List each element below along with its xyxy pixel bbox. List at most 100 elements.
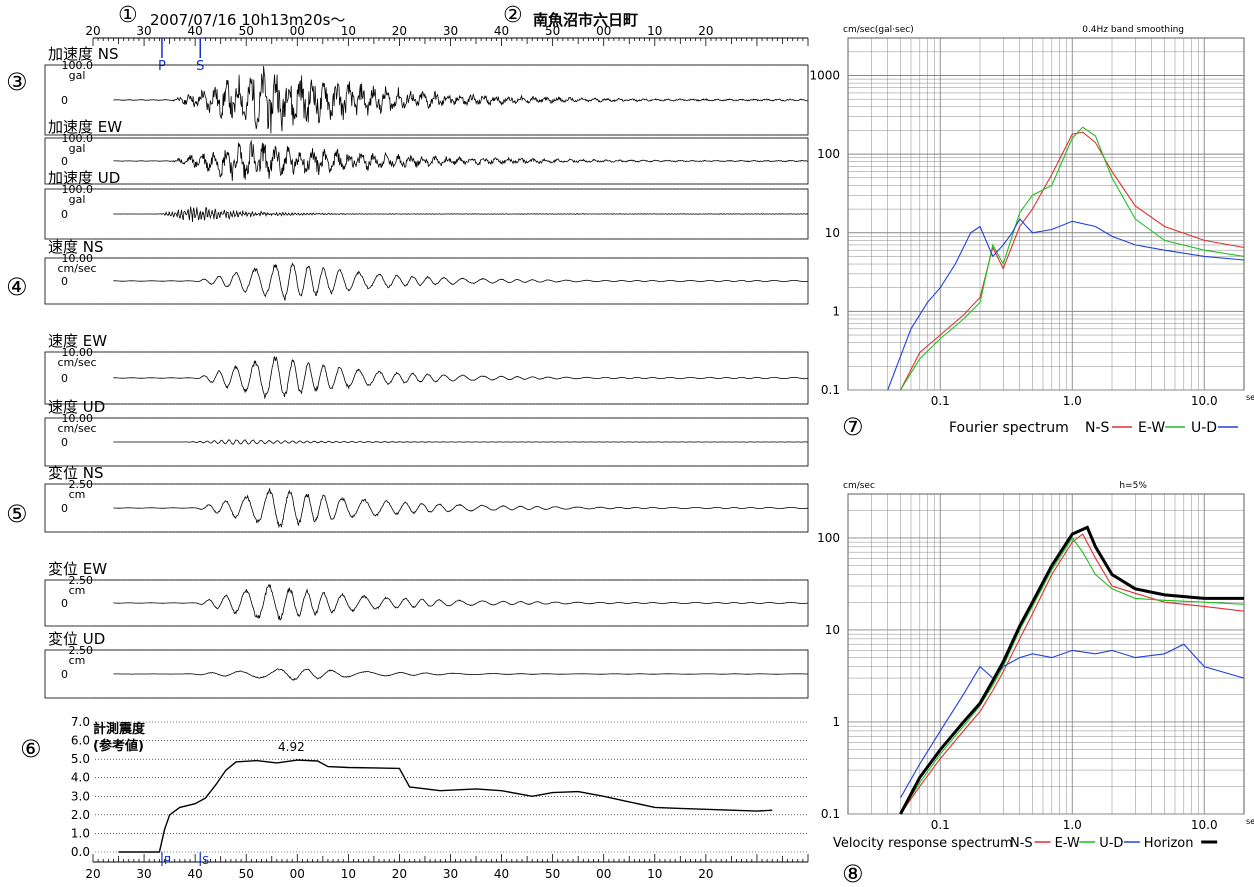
marker-5: ⑤ <box>6 500 28 528</box>
p-arrival-label: P <box>158 59 166 74</box>
bottom-axis-tick-label: 00 <box>290 867 305 881</box>
top-axis-tick-label: 20 <box>85 24 100 38</box>
waveform-trace <box>113 668 808 681</box>
waveform-zero: 0 <box>61 372 68 385</box>
bottom-axis-tick-label: 10 <box>647 867 662 881</box>
event-datetime: 2007/07/16 10h13m20s〜 <box>150 11 345 29</box>
waveform-unit: gal <box>69 193 86 206</box>
response-legend-label: Horizon <box>1144 836 1194 851</box>
response-legend-label: E-W <box>1055 836 1080 851</box>
response-legend-title: Velocity response spectrum <box>833 836 1013 851</box>
spectrum-x-tick-label: 10.0 <box>1191 394 1218 408</box>
waveform-trace <box>113 65 808 134</box>
spectrum-y-tick-label: 1000 <box>809 69 840 83</box>
spectrum-y-tick-label: 1 <box>832 715 840 729</box>
spectrum-x-tick-label: 1.0 <box>1063 394 1082 408</box>
bottom-axis-tick-label: 50 <box>239 867 254 881</box>
waveform-trace <box>113 439 808 445</box>
waveform-unit: cm <box>69 654 86 667</box>
bottom-axis-tick-label: 30 <box>443 867 458 881</box>
intensity-subtitle: (参考値) <box>93 738 144 754</box>
waveform-unit: cm/sec <box>57 422 96 435</box>
waveform-title: 加速度 EW <box>48 118 122 136</box>
intensity-y-tick-label: 5.0 <box>71 752 90 766</box>
spectrum-x-tick-label: 0.1 <box>931 818 950 832</box>
spectrum-frame <box>847 37 1245 391</box>
top-axis-tick-label: 50 <box>545 24 560 38</box>
waveform-trace <box>113 140 809 181</box>
bottom-axis-tick-label: 20 <box>85 867 100 881</box>
top-axis-tick-label: 10 <box>341 24 356 38</box>
marker-1: ① <box>118 3 138 28</box>
marker-6: ⑥ <box>20 735 42 763</box>
spectrum-x-unit: sec <box>1246 393 1254 402</box>
bottom-axis-tick-label: 10 <box>341 867 356 881</box>
time-axis-top: 20 30 40 50 00 10 20 30 40 50 00 10 20 P S <box>85 24 809 74</box>
spectrum-title: 0.4Hz band smoothing <box>1082 25 1184 35</box>
waveform-zero: 0 <box>61 94 68 107</box>
spectrum-series-n-s <box>900 533 1245 815</box>
waveform-frame <box>44 257 809 305</box>
waveform-frame <box>44 137 809 185</box>
waveform-unit: cm/sec <box>57 356 96 369</box>
intensity-title: 計測震度 <box>93 721 146 737</box>
spectrum-series-u-d <box>900 643 1245 799</box>
spectrum-frame <box>847 493 1245 815</box>
spectrum-x-tick-label: 1.0 <box>1063 818 1082 832</box>
waveform-zero: 0 <box>61 502 68 515</box>
top-axis-tick-label: 50 <box>239 24 254 38</box>
spectrum-x-unit: sec <box>1246 817 1254 826</box>
waveform-scale-value: 100.0 <box>62 132 94 145</box>
top-axis-tick-label: 40 <box>494 24 509 38</box>
waveform-zero: 0 <box>61 436 68 449</box>
intensity-y-tick-label: 0.0 <box>71 845 90 859</box>
waveform-trace <box>113 355 808 400</box>
waveform-title: 速度 NS <box>48 238 104 256</box>
spectrum-y-tick-label: 100 <box>817 531 840 545</box>
waveform-unit: gal <box>69 142 86 155</box>
fourier-legend-label: E-W <box>1138 420 1165 436</box>
waveform-frame <box>44 417 809 467</box>
spectrum-series-n-s <box>900 131 1245 391</box>
fourier-spectrum-chart: 0.1 1.0 10.0 0.1 1 10 100 1000 cm/sec(gal·sec) 0.… <box>809 25 1254 436</box>
top-axis-tick-label: 30 <box>136 24 151 38</box>
waveform-scale-value: 2.50 <box>69 478 94 491</box>
spectrum-y-tick-label: 10 <box>825 226 840 240</box>
waveform-trace <box>113 487 808 529</box>
waveform-title: 変位 EW <box>48 560 107 578</box>
top-axis-tick-label: 00 <box>290 24 305 38</box>
spectrum-series-e-w <box>900 536 1245 815</box>
spectrum-y-unit: cm/sec(gal·sec) <box>843 25 914 35</box>
bottom-axis-tick-label: 20 <box>392 867 407 881</box>
bottom-axis-tick-label: 40 <box>188 867 203 881</box>
waveform-frame <box>44 483 809 533</box>
bottom-axis-tick-label: 50 <box>545 867 560 881</box>
waveform-scale-value: 2.50 <box>69 574 94 587</box>
spectrum-y-tick-label: 10 <box>825 623 840 637</box>
waveform-frame <box>44 579 809 627</box>
intensity-y-tick-label: 2.0 <box>71 808 90 822</box>
spectrum-y-tick-label: 0.1 <box>821 807 840 821</box>
waveform-zero: 0 <box>61 275 68 288</box>
waveform-title: 変位 NS <box>48 464 104 482</box>
waveform-title: 変位 UD <box>48 630 105 648</box>
marker-3: ③ <box>6 68 28 96</box>
intensity-y-tick-label: 3.0 <box>71 789 90 803</box>
intensity-y-tick-label: 6.0 <box>71 734 90 748</box>
spectrum-series-u-d <box>887 217 1245 391</box>
fourier-legend-title: Fourier spectrum <box>949 420 1069 436</box>
waveform-frame <box>44 649 809 699</box>
waveform-scale-value: 100.0 <box>62 183 94 196</box>
waveform-scale-value: 2.50 <box>69 644 94 657</box>
spectrum-title: h=5% <box>1119 481 1147 491</box>
spectrum-x-tick-label: 0.1 <box>931 394 950 408</box>
waveform-unit: cm/sec <box>57 262 96 275</box>
station-name: 南魚沼市六日町 <box>533 11 638 29</box>
marker-2: ② <box>503 3 523 28</box>
marker-8: ⑧ <box>842 860 864 887</box>
waveform-title: 速度 EW <box>48 332 107 350</box>
waveform-trace <box>113 583 808 621</box>
waveform-title: 加速度 UD <box>48 169 120 187</box>
waveform-zero: 0 <box>61 597 68 610</box>
